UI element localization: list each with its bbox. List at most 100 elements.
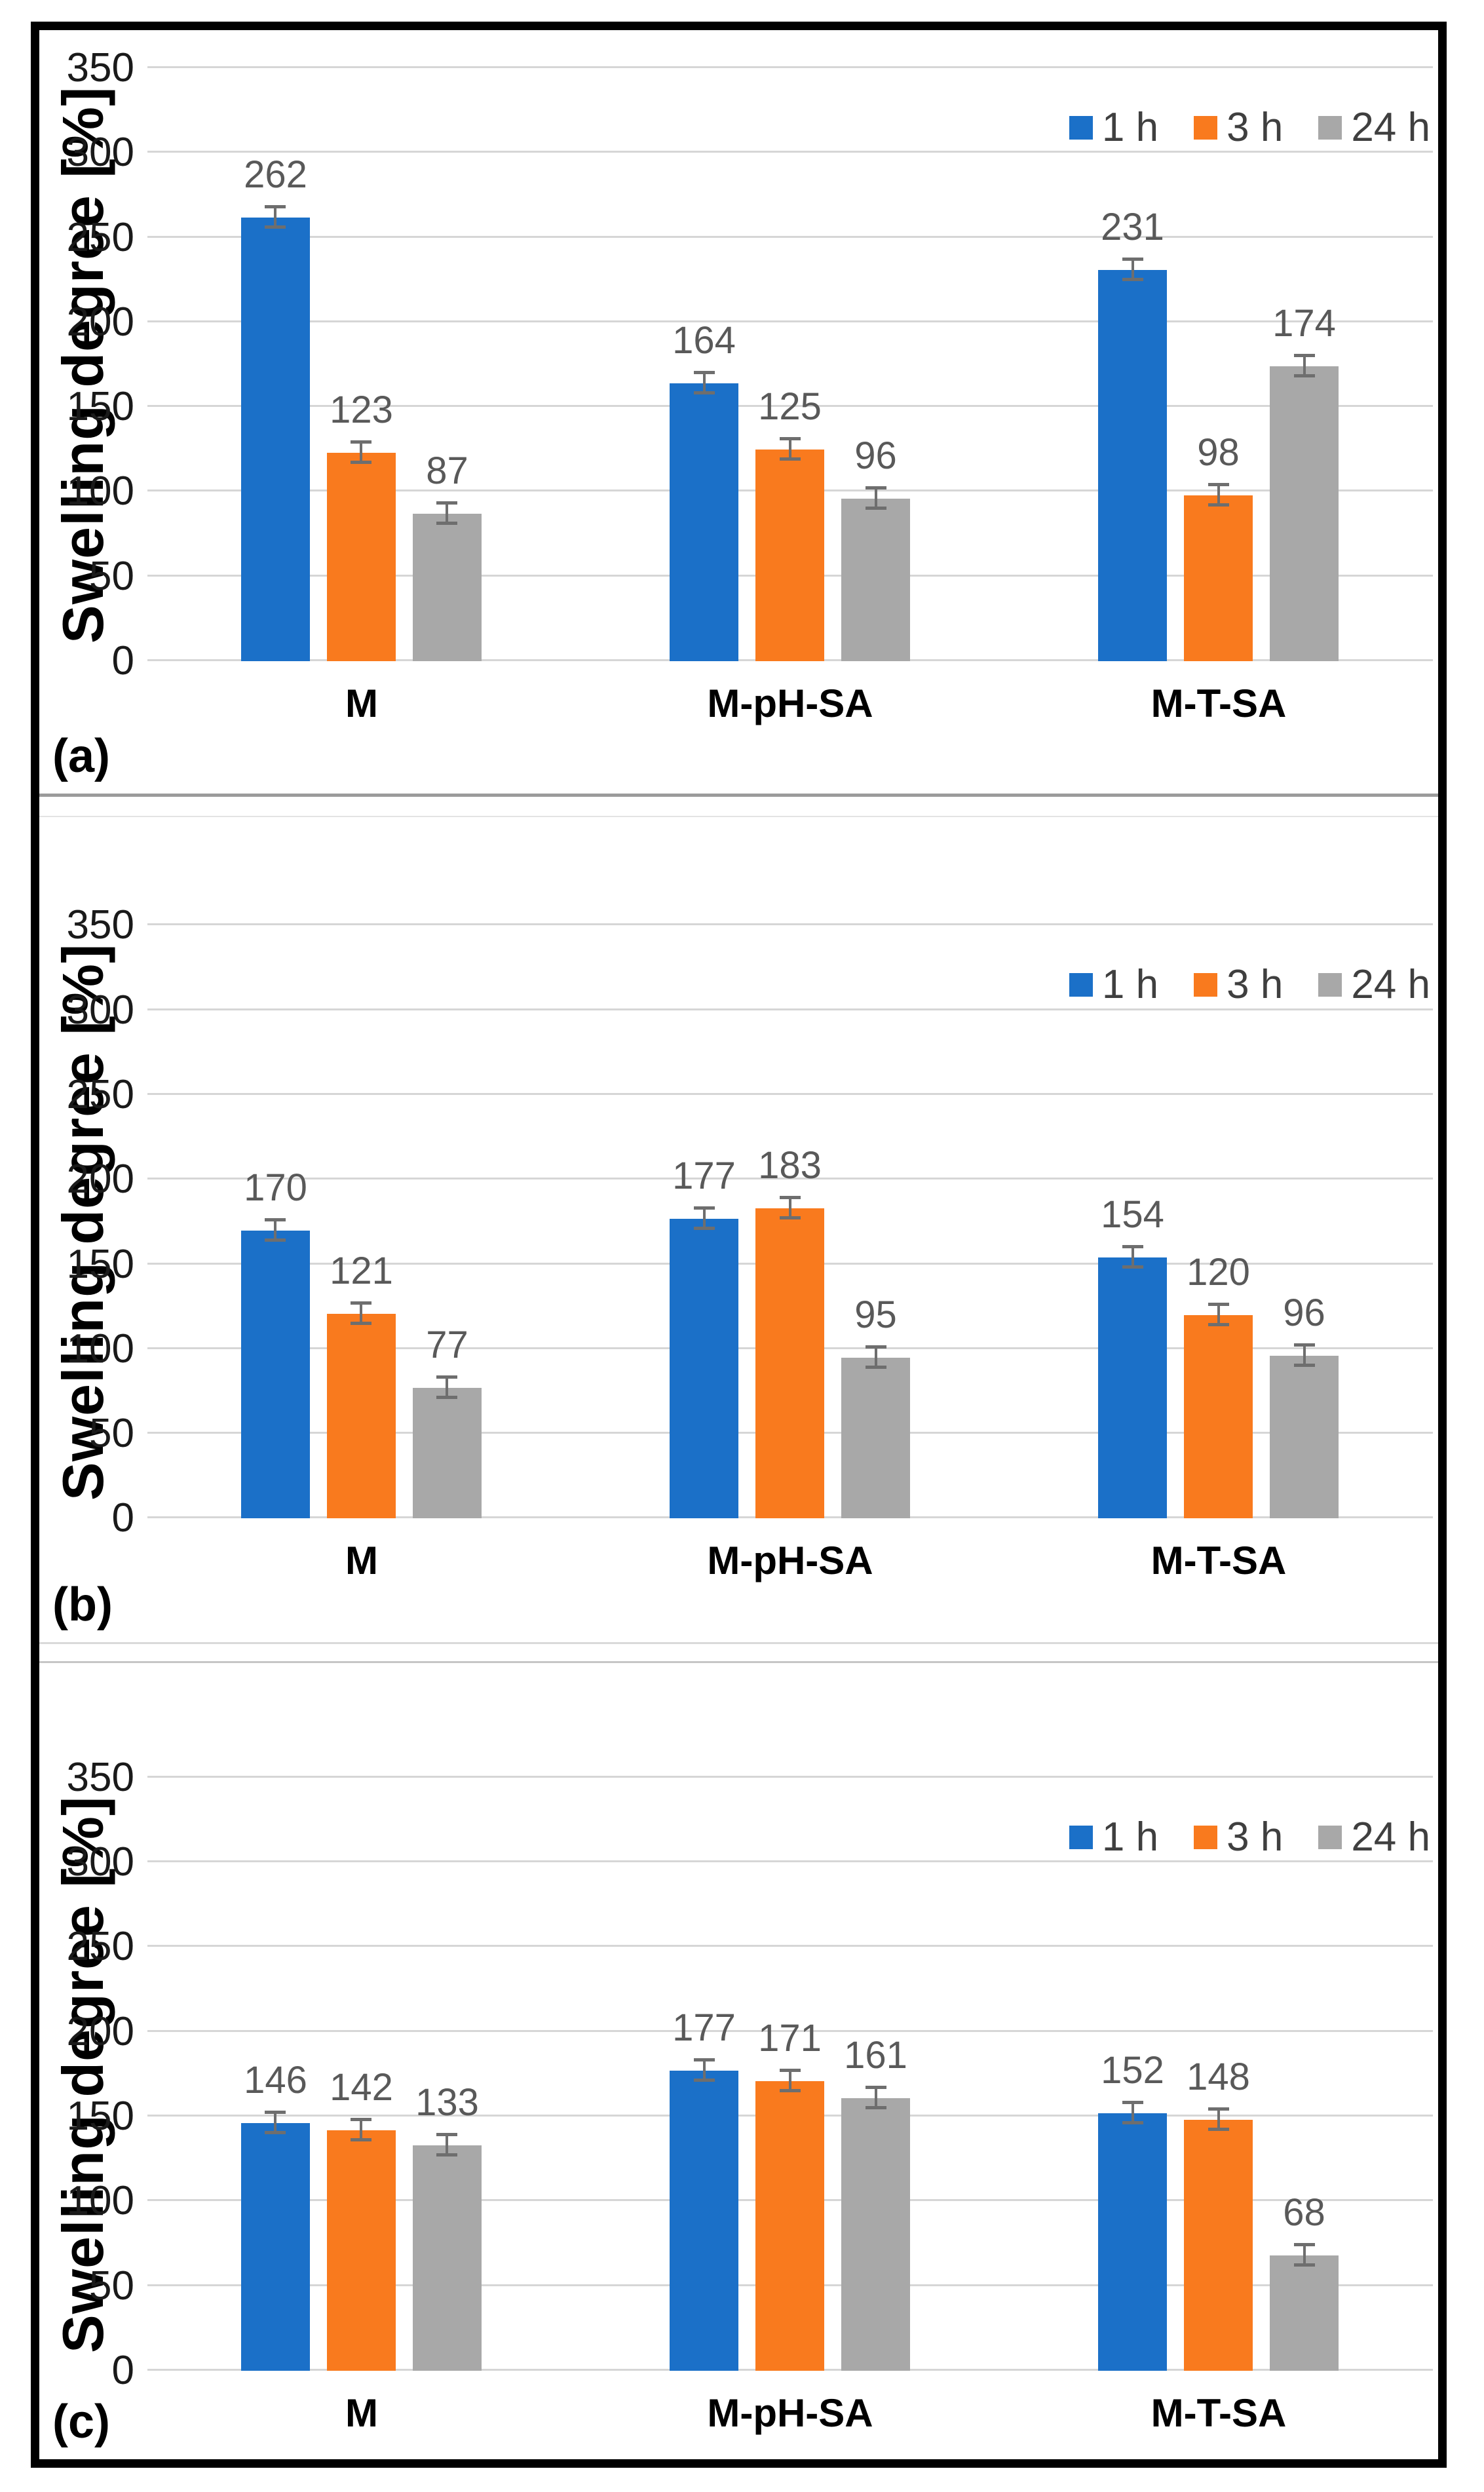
bar-1h-M-T-SA: 231 (1098, 208, 1167, 661)
legend-item-24h: 24 h (1318, 107, 1430, 148)
error-bar-cap (351, 2117, 372, 2121)
plot-area: 262 123 87 164 125 96 231 98 174 1 h 3 h 24 h (147, 66, 1433, 661)
bar-24h-M-pH-SA: 96 (841, 436, 910, 661)
error-bar (1303, 2244, 1306, 2267)
legend-swatch-icon (1194, 116, 1218, 140)
legend-swatch-icon (1194, 973, 1218, 997)
error-bar-cap (1293, 374, 1315, 378)
gridline-250 (147, 1092, 1433, 1095)
error-bar (446, 2134, 449, 2157)
y-tick-150: 150 (66, 2094, 134, 2139)
gridline-300 (147, 1008, 1433, 1010)
bar-1h-M: 262 (240, 155, 310, 661)
gridline-300 (147, 1860, 1433, 1863)
gridline-200 (147, 320, 1433, 322)
error-bar (788, 1197, 791, 1220)
error-bar-cap (865, 2105, 886, 2109)
legend-swatch-icon (1069, 116, 1093, 140)
category-label-M: M (345, 681, 378, 725)
y-tick-300: 300 (66, 130, 134, 176)
chart-panel-a: Swelling degree [%] 0 50 100 150 200 250 300 35… (39, 30, 1438, 794)
plot-area: 146 142 133 177 171 161 152 148 68 1 h 3 h 24 h (147, 1775, 1433, 2371)
y-axis-ticks: 0 50 100 150 200 250 300 350 (39, 48, 134, 681)
gridline-300 (147, 151, 1433, 153)
error-bar-cap (779, 2088, 801, 2092)
y-tick-100: 100 (66, 469, 134, 514)
bar-group-M: 146 142 133 (240, 1778, 482, 2371)
error-bar-cap (351, 460, 372, 464)
error-bar-cap (1122, 257, 1143, 261)
legend-item-3h: 3 h (1194, 965, 1283, 1005)
error-bar-cap (865, 1345, 886, 1349)
error-bar-cap (1293, 2243, 1315, 2247)
error-bar-cap (1122, 1265, 1143, 1269)
bar-value-label: 170 (244, 1166, 307, 1209)
bar-value-label: 95 (854, 1293, 897, 1336)
error-bar-cap (1122, 2120, 1143, 2124)
gridline-250 (147, 1945, 1433, 1947)
error-bar-cap (351, 1301, 372, 1305)
error-bar (1131, 1246, 1134, 1269)
legend-label: 3 h (1227, 962, 1284, 1008)
legend-label: 3 h (1227, 1814, 1284, 1860)
y-tick-250: 250 (66, 214, 134, 260)
error-bar-cap (779, 1196, 801, 1200)
error-bar (360, 1302, 363, 1325)
bar-1h-M-pH-SA: 177 (670, 1157, 738, 1519)
gridline-200 (147, 2029, 1433, 2032)
bar-value-label: 120 (1187, 1251, 1250, 1294)
error-bar-cap (693, 2058, 715, 2062)
bar-24h-M-T-SA: 96 (1270, 1294, 1339, 1519)
y-tick-250: 250 (66, 1071, 134, 1117)
error-bar-cap (265, 1238, 286, 1242)
legend-swatch-icon (1069, 1825, 1093, 1849)
plot-area: 170 121 77 177 183 95 154 120 96 1 h 3 h 24 h (147, 923, 1433, 1519)
error-bar-cap (1208, 1323, 1229, 1327)
bar-3h-M-T-SA: 148 (1184, 2058, 1253, 2371)
error-bar-cap (693, 2079, 715, 2082)
panel-divider (39, 1642, 1438, 1663)
y-tick-350: 350 (66, 902, 134, 948)
panel-letter-a: (a) (52, 729, 110, 782)
error-bar (360, 2118, 363, 2141)
legend-swatch-icon (1318, 116, 1342, 140)
category-label-M-T-SA: M-T-SA (1151, 2390, 1287, 2435)
error-bar-cap (265, 2111, 286, 2115)
y-tick-100: 100 (66, 1326, 134, 1371)
error-bar (446, 1377, 449, 1400)
y-tick-0: 0 (111, 638, 134, 683)
error-bar (874, 2086, 877, 2109)
error-bar (788, 438, 791, 461)
error-bar-cap (436, 1375, 458, 1379)
bar-3h-M: 123 (326, 391, 396, 661)
bar-value-label: 164 (672, 318, 736, 362)
legend-item-1h: 1 h (1069, 965, 1158, 1005)
legend: 1 h 3 h 24 h (1069, 1814, 1430, 1860)
bar-value-label: 148 (1187, 2056, 1250, 2099)
bar-value-label: 77 (426, 1324, 468, 1367)
legend-label: 24 h (1351, 962, 1430, 1008)
legend: 1 h 3 h 24 h (1069, 965, 1430, 1005)
error-bar-cap (1122, 2100, 1143, 2104)
bar-3h-M-pH-SA: 125 (755, 387, 824, 661)
error-bar (1303, 1345, 1306, 1368)
error-bar (360, 441, 363, 464)
category-label-M: M (345, 2390, 378, 2435)
bar-value-label: 161 (844, 2033, 907, 2077)
gridline-200 (147, 1178, 1433, 1180)
legend-label: 24 h (1351, 105, 1430, 150)
bar-value-label: 87 (426, 450, 468, 493)
category-label-M: M (345, 1539, 378, 1583)
bar-group-M-pH-SA: 177 171 161 (670, 1778, 910, 2371)
error-bar-cap (1293, 2263, 1315, 2267)
panel-letter-b: (b) (52, 1579, 113, 1632)
category-label-M-T-SA: M-T-SA (1151, 681, 1287, 725)
error-bar-cap (779, 1216, 801, 1220)
bar-value-label: 96 (854, 434, 897, 477)
bar-3h-M-pH-SA: 171 (755, 2019, 824, 2371)
bar-24h-M: 133 (412, 2083, 482, 2371)
y-axis-ticks: 0 50 100 150 200 250 300 350 (39, 905, 134, 1539)
error-bar-cap (1208, 2128, 1229, 2132)
legend-swatch-icon (1318, 1825, 1342, 1849)
bar-1h-M-T-SA: 154 (1098, 1196, 1167, 1519)
